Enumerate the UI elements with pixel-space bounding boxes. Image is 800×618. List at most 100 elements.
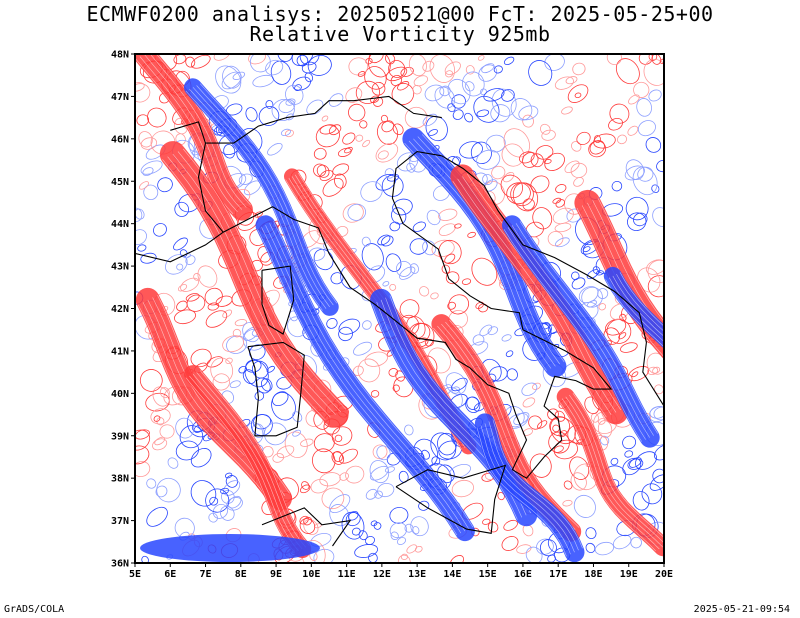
vorticity-contour <box>139 181 149 190</box>
vorticity-contour <box>429 54 456 83</box>
vorticity-contour <box>365 535 375 545</box>
vorticity-contour <box>555 237 570 248</box>
vorticity-contour <box>404 523 414 533</box>
vorticity-contour <box>174 201 190 217</box>
vorticity-contour <box>553 439 578 460</box>
vorticity-contour <box>562 499 573 507</box>
lat-tick-label: 36N <box>111 559 129 570</box>
vorticity-contour <box>632 166 658 196</box>
vorticity-contour <box>300 484 311 494</box>
vorticity-contour <box>438 208 458 221</box>
vorticity-contour <box>451 386 461 394</box>
vorticity-contour <box>209 496 219 506</box>
vorticity-contour <box>451 377 468 392</box>
lat-tick-label: 38N <box>111 474 129 485</box>
vorticity-contour <box>189 88 327 309</box>
vorticity-contour <box>210 357 234 384</box>
lat-tick-label: 39N <box>111 431 129 442</box>
vorticity-contour <box>565 76 578 85</box>
vorticity-contour <box>189 375 299 552</box>
vorticity-contour <box>648 89 662 102</box>
vorticity-contour <box>530 153 544 168</box>
vorticity-contour <box>135 461 151 477</box>
vorticity-contour <box>649 406 664 419</box>
vorticity-contour <box>633 212 648 227</box>
vorticity-contour <box>492 419 583 549</box>
vorticity-contour <box>449 319 580 528</box>
lon-tick-label: 7E <box>200 569 212 580</box>
vorticity-contour <box>334 434 343 443</box>
vorticity-contour <box>146 478 157 489</box>
vorticity-contour <box>573 177 584 187</box>
vorticity-contour <box>199 370 310 546</box>
vorticity-contour <box>622 457 642 476</box>
vorticity-contour <box>354 544 379 558</box>
vorticity-contour <box>482 174 493 185</box>
vorticity-contour <box>397 81 410 91</box>
vorticity-contour <box>482 518 491 525</box>
vorticity-contour <box>159 424 175 439</box>
vorticity-contour <box>207 302 220 311</box>
vorticity-contour <box>622 435 637 450</box>
lon-tick-label: 16E <box>514 569 532 580</box>
vorticity-contour <box>434 86 456 109</box>
vorticity-contour <box>522 198 535 211</box>
vorticity-contour <box>412 221 426 232</box>
lon-tick-label: 9E <box>270 569 282 580</box>
vorticity-contour <box>179 425 204 449</box>
vorticity-contour <box>636 98 652 117</box>
vorticity-contour <box>331 451 345 465</box>
vorticity-contour <box>252 74 274 88</box>
vorticity-contour <box>303 519 319 535</box>
vorticity-contour <box>244 360 269 388</box>
lon-tick-label: 19E <box>620 569 638 580</box>
vorticity-contour <box>342 203 364 223</box>
vorticity-contour <box>221 489 235 504</box>
vorticity-contour <box>617 134 628 145</box>
vorticity-contour <box>266 365 275 373</box>
vorticity-contour <box>362 320 372 330</box>
map-title-line1: ECMWF0200 analisys: 20250521@00 FcT: 202… <box>86 2 714 26</box>
vorticity-contour <box>234 319 248 327</box>
vorticity-contour <box>360 181 383 202</box>
vorticity-contour <box>503 519 518 531</box>
coastline-corsica <box>261 265 295 335</box>
vorticity-contour <box>611 180 623 192</box>
vorticity-contour <box>155 485 168 498</box>
vorticity-contour <box>597 420 613 438</box>
vorticity-contour <box>406 162 416 173</box>
vorticity-contour <box>459 141 483 159</box>
vorticity-contour <box>552 424 560 433</box>
vorticity-contour <box>439 85 451 97</box>
vorticity-contour <box>376 120 399 145</box>
coastline-sicily <box>395 464 507 534</box>
vorticity-contour <box>414 545 423 553</box>
vorticity-contour <box>597 288 609 300</box>
vorticity-contour <box>471 257 498 286</box>
map-title-line2: Relative Vorticity 925mb <box>249 22 551 46</box>
vorticity-contour <box>565 396 664 548</box>
vorticity-contour <box>652 207 664 227</box>
vorticity-contour <box>630 536 642 549</box>
vorticity-contour <box>510 98 533 121</box>
vorticity-contour <box>381 175 404 197</box>
vorticity-contour <box>408 140 552 369</box>
vorticity-contour <box>447 103 456 113</box>
vorticity-contour <box>652 468 664 484</box>
coastline-sardinia <box>247 341 305 437</box>
vorticity-contour <box>186 294 206 312</box>
lon-tick-label: 5E <box>129 569 141 580</box>
vorticity-contour <box>507 227 646 440</box>
vorticity-contour <box>272 453 285 463</box>
vorticity-contour <box>451 94 466 109</box>
vorticity-contour <box>177 151 342 413</box>
vorticity-contour <box>501 334 512 342</box>
vorticity-contour <box>412 84 422 95</box>
vorticity-contour <box>461 71 485 97</box>
footer-software-label: GrADS/COLA <box>4 604 65 615</box>
lat-tick-label: 48N <box>111 50 129 61</box>
vorticity-contour <box>421 449 430 460</box>
vorticity-contour <box>522 114 534 128</box>
lat-tick-label: 47N <box>111 92 129 103</box>
vorticity-contour <box>625 159 645 180</box>
